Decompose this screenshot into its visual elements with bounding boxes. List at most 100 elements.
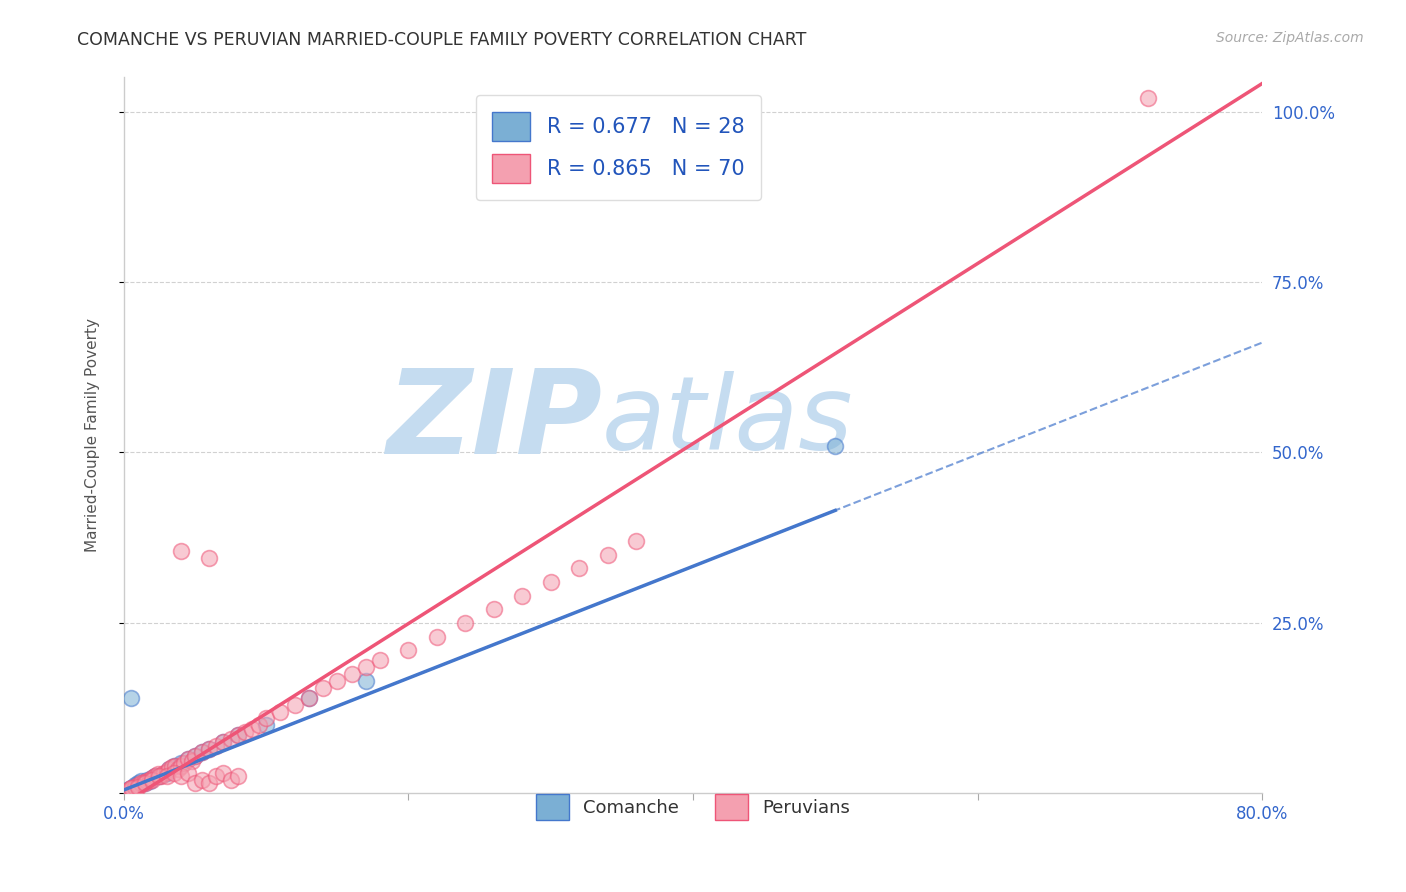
Point: [132, 775, 155, 789]
Point: [141, 772, 163, 786]
Point: [115, 783, 138, 797]
Point: [135, 774, 157, 789]
Legend: Comanche, Peruvians: Comanche, Peruvians: [522, 780, 865, 834]
Point: [396, 643, 419, 657]
Point: [127, 780, 149, 794]
Point: [181, 754, 204, 768]
Point: [115, 783, 138, 797]
Point: [163, 759, 186, 773]
Point: [212, 765, 235, 780]
Point: [233, 725, 256, 739]
Point: [312, 681, 335, 695]
Point: [141, 772, 163, 786]
Point: [226, 728, 249, 742]
Point: [177, 752, 200, 766]
Point: [340, 667, 363, 681]
Point: [124, 780, 146, 794]
Point: [138, 774, 160, 789]
Point: [624, 534, 647, 549]
Point: [824, 439, 846, 453]
Point: [198, 551, 221, 566]
Point: [596, 548, 619, 562]
Point: [162, 760, 184, 774]
Point: [212, 735, 235, 749]
Point: [167, 763, 190, 777]
Point: [354, 673, 377, 688]
Point: [129, 776, 152, 790]
Point: [146, 767, 169, 781]
Point: [148, 769, 170, 783]
Point: [155, 769, 177, 783]
Point: [152, 767, 174, 781]
Point: [134, 776, 156, 790]
Point: [298, 690, 321, 705]
Point: [191, 746, 214, 760]
Point: [177, 752, 200, 766]
Point: [127, 776, 149, 790]
Point: [540, 574, 562, 589]
Point: [121, 780, 143, 795]
Point: [143, 769, 166, 783]
Point: [170, 544, 193, 558]
Point: [212, 735, 235, 749]
Point: [170, 756, 193, 770]
Point: [170, 769, 193, 783]
Point: [122, 780, 145, 794]
Point: [269, 705, 291, 719]
Point: [163, 765, 186, 780]
Point: [141, 772, 163, 787]
Point: [152, 765, 174, 780]
Point: [170, 759, 193, 773]
Y-axis label: Married-Couple Family Poverty: Married-Couple Family Poverty: [86, 318, 100, 552]
Point: [184, 776, 207, 790]
Point: [1137, 91, 1160, 105]
Point: [148, 769, 170, 783]
Point: [138, 772, 160, 787]
Point: [510, 589, 533, 603]
Text: COMANCHE VS PERUVIAN MARRIED-COUPLE FAMILY POVERTY CORRELATION CHART: COMANCHE VS PERUVIAN MARRIED-COUPLE FAMI…: [77, 31, 807, 49]
Point: [247, 718, 270, 732]
Point: [159, 763, 181, 777]
Point: [482, 602, 505, 616]
Point: [254, 711, 277, 725]
Point: [354, 660, 377, 674]
Point: [135, 772, 157, 787]
Point: [118, 782, 141, 797]
Point: [184, 748, 207, 763]
Text: atlas: atlas: [602, 371, 853, 471]
Point: [284, 698, 307, 712]
Point: [120, 690, 142, 705]
Point: [159, 763, 181, 777]
Point: [120, 780, 142, 795]
Point: [173, 756, 195, 770]
Point: [124, 778, 146, 792]
Point: [191, 772, 214, 787]
Point: [226, 769, 249, 783]
Point: [219, 731, 242, 746]
Point: [155, 765, 177, 780]
Text: Source: ZipAtlas.com: Source: ZipAtlas.com: [1216, 31, 1364, 45]
Point: [254, 718, 277, 732]
Point: [184, 748, 207, 763]
Point: [205, 769, 228, 783]
Point: [198, 742, 221, 756]
Point: [120, 780, 142, 795]
Point: [326, 673, 349, 688]
Point: [177, 765, 200, 780]
Point: [149, 769, 172, 783]
Point: [454, 615, 477, 630]
Text: ZIP: ZIP: [385, 364, 602, 479]
Point: [240, 722, 263, 736]
Point: [134, 776, 156, 790]
Point: [368, 653, 391, 667]
Point: [143, 769, 166, 783]
Point: [191, 746, 214, 760]
Point: [127, 778, 149, 792]
Point: [165, 759, 187, 773]
Point: [205, 739, 228, 753]
Point: [219, 772, 242, 787]
Point: [129, 774, 152, 789]
Point: [198, 776, 221, 790]
Point: [198, 742, 221, 756]
Point: [226, 728, 249, 742]
